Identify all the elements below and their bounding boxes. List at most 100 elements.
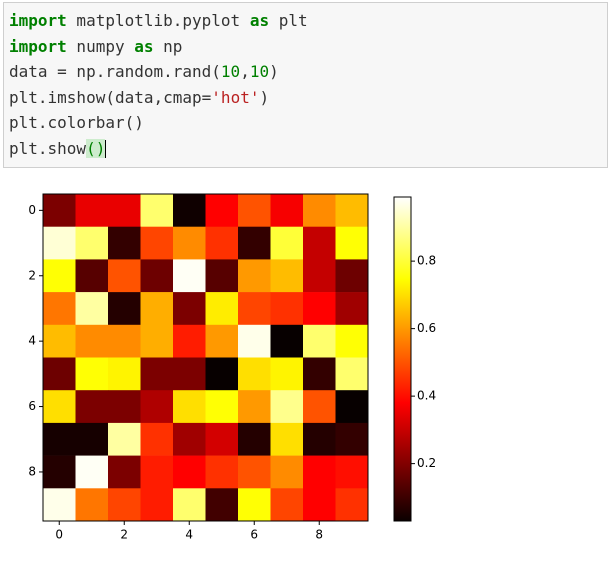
heatmap-cell bbox=[303, 324, 336, 358]
heatmap-cell bbox=[270, 324, 304, 358]
heatmap-cell bbox=[303, 259, 336, 293]
heatmap-cell bbox=[335, 455, 369, 489]
heatmap-cell bbox=[75, 194, 109, 227]
x-tick-label: 4 bbox=[185, 528, 193, 542]
number: 10 bbox=[249, 62, 270, 81]
heatmap-cell bbox=[238, 194, 271, 227]
colorbar-tick-label: 0.2 bbox=[417, 456, 436, 470]
heatmap-cell bbox=[238, 324, 271, 358]
heatmap-cell bbox=[205, 422, 239, 456]
heatmap-cell bbox=[270, 226, 304, 260]
heatmap-cell bbox=[43, 226, 76, 260]
heatmap-cell bbox=[75, 292, 109, 326]
heatmap-cell bbox=[75, 357, 109, 391]
heatmap-cell bbox=[173, 226, 206, 260]
heatmap-cell bbox=[75, 422, 109, 456]
heatmap-cell bbox=[173, 259, 206, 293]
heatmap-cell bbox=[75, 226, 109, 260]
heatmap-cell bbox=[270, 194, 304, 227]
y-tick-label: 6 bbox=[28, 399, 36, 413]
heatmap-cell bbox=[43, 324, 76, 358]
heatmap-cell bbox=[108, 259, 141, 293]
heatmap-cell bbox=[108, 292, 141, 326]
heatmap-cell bbox=[270, 357, 304, 391]
heatmap-cell bbox=[140, 488, 174, 522]
code-text: plt.show bbox=[9, 138, 87, 158]
heatmap-cell bbox=[335, 357, 369, 391]
heatmap-cell bbox=[108, 324, 141, 358]
code-text: numpy bbox=[66, 36, 135, 56]
heatmap-cell bbox=[140, 357, 174, 391]
heatmap-cell bbox=[173, 422, 206, 456]
heatmap-cell bbox=[140, 194, 174, 227]
x-tick-label: 0 bbox=[55, 528, 63, 542]
y-tick-label: 4 bbox=[28, 334, 36, 348]
colorbar-tick-label: 0.8 bbox=[417, 254, 436, 268]
heatmap-cell bbox=[238, 357, 271, 391]
heatmap-cell bbox=[205, 357, 239, 391]
heatmap-cell bbox=[238, 226, 271, 260]
code-line: import numpy as np bbox=[9, 37, 182, 56]
heatmap-cell bbox=[108, 357, 141, 391]
colorbar-tick-label: 0.4 bbox=[417, 389, 436, 403]
heatmap-cell bbox=[303, 226, 336, 260]
heatmap-cell bbox=[238, 390, 271, 424]
number: 10 bbox=[220, 62, 241, 81]
keyword: import bbox=[9, 36, 67, 56]
heatmap-cell bbox=[43, 194, 76, 227]
string: 'hot' bbox=[211, 87, 260, 107]
cursor bbox=[105, 140, 107, 158]
code-text: matplotlib.pyplot bbox=[66, 11, 250, 30]
heatmap-cell bbox=[335, 194, 369, 227]
code-text: data = np.random.rand( bbox=[9, 62, 221, 81]
code-line: plt.show() bbox=[9, 138, 107, 158]
heatmap-cell bbox=[140, 422, 174, 456]
heatmap-cell bbox=[43, 259, 76, 293]
heatmap-cell bbox=[335, 422, 369, 456]
colorbar-tick-label: 0.6 bbox=[417, 321, 436, 335]
heatmap-cell bbox=[173, 488, 206, 522]
heatmap-cell bbox=[173, 390, 206, 424]
heatmap-cell bbox=[205, 390, 239, 424]
heatmap-cell bbox=[270, 259, 304, 293]
code: import matplotlib.pyplot as plt import n… bbox=[9, 8, 308, 161]
heatmap-cell bbox=[108, 226, 141, 260]
keyword: as bbox=[134, 36, 154, 56]
heatmap-cell bbox=[140, 455, 174, 489]
heatmap-cell bbox=[335, 390, 369, 424]
heatmap-cell bbox=[43, 390, 76, 424]
code-text: ) bbox=[269, 62, 279, 81]
heatmap-cell bbox=[140, 259, 174, 293]
code-text: , bbox=[240, 62, 250, 81]
heatmap-cell bbox=[205, 292, 239, 326]
heatmap-cell bbox=[303, 422, 336, 456]
heatmap-cell bbox=[303, 357, 336, 391]
heatmap-cell bbox=[140, 292, 174, 326]
heatmap-cell bbox=[108, 194, 141, 227]
heatmap-cell bbox=[75, 455, 109, 489]
heatmap-cell bbox=[173, 455, 206, 489]
code-line: plt.colorbar() bbox=[9, 113, 144, 132]
heatmap-cell bbox=[140, 390, 174, 424]
heatmap-cell bbox=[238, 292, 271, 326]
heatmap-cell bbox=[270, 390, 304, 424]
heatmap-cell bbox=[140, 226, 174, 260]
heatmap-cell bbox=[43, 292, 76, 326]
heatmap-cell bbox=[335, 324, 369, 358]
code-text: plt.imshow(data,cmap= bbox=[9, 87, 212, 107]
heatmap-cell bbox=[173, 357, 206, 391]
heatmap-cell bbox=[303, 455, 336, 489]
heatmap-cell bbox=[173, 324, 206, 358]
heatmap-cell bbox=[303, 488, 336, 522]
code-text: np bbox=[153, 36, 183, 56]
x-tick-label: 8 bbox=[315, 528, 323, 542]
heatmap-cell bbox=[205, 226, 239, 260]
heatmap-cell bbox=[205, 194, 239, 227]
heatmap-cell bbox=[205, 455, 239, 489]
heatmap-cell bbox=[270, 292, 304, 326]
keyword: as bbox=[249, 11, 270, 30]
code-text: plt.colorbar() bbox=[9, 113, 144, 132]
heatmap-cell bbox=[335, 292, 369, 326]
heatmap-cell bbox=[140, 324, 174, 358]
heatmap-cell bbox=[270, 455, 304, 489]
